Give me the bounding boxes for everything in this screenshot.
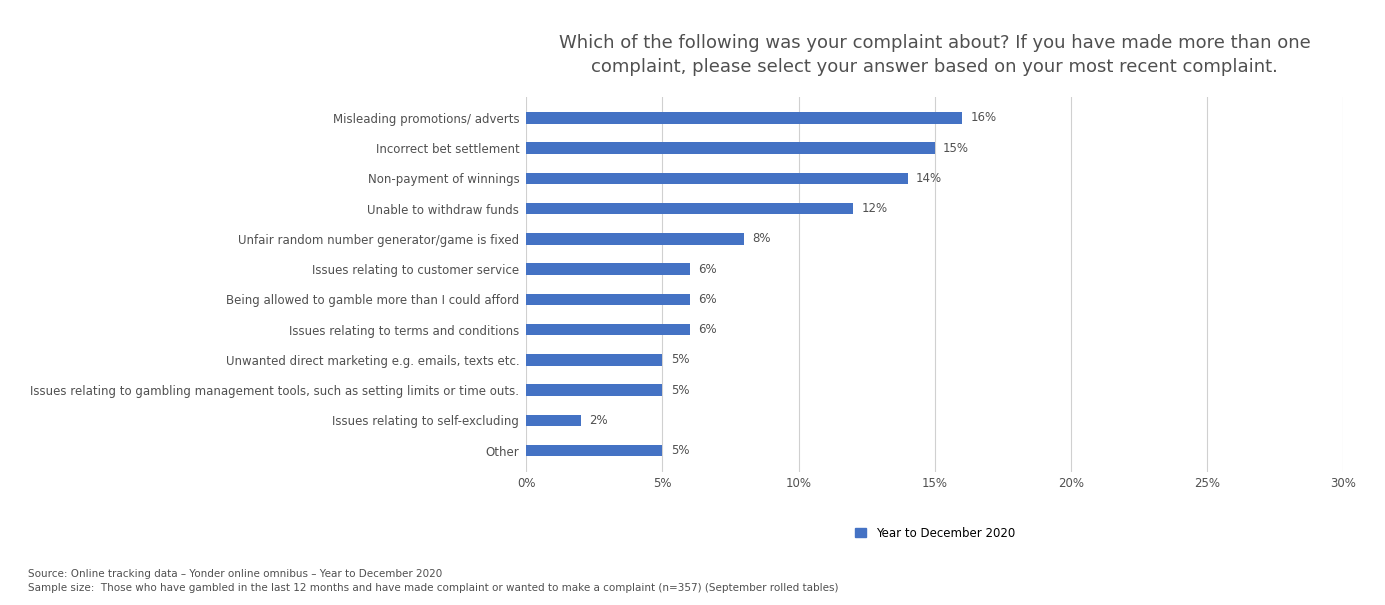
Bar	[526, 173, 907, 184]
Bar	[526, 293, 690, 305]
Bar	[526, 264, 690, 275]
Text: 5%: 5%	[670, 384, 690, 397]
Text: 5%: 5%	[670, 444, 690, 457]
Bar	[526, 142, 935, 154]
Text: 6%: 6%	[698, 263, 716, 276]
Text: 6%: 6%	[698, 323, 716, 336]
Bar	[526, 324, 690, 335]
Bar	[526, 415, 580, 426]
Bar	[526, 112, 963, 123]
Text: 12%: 12%	[861, 202, 888, 215]
Text: 6%: 6%	[698, 293, 716, 306]
Legend: Year to December 2020: Year to December 2020	[855, 526, 1015, 540]
Text: 14%: 14%	[915, 172, 942, 185]
Bar	[526, 445, 662, 456]
Text: 8%: 8%	[752, 232, 771, 246]
Text: 16%: 16%	[971, 111, 996, 125]
Bar	[526, 233, 744, 244]
Text: 2%: 2%	[589, 414, 608, 427]
Text: 5%: 5%	[670, 353, 690, 367]
Text: Source: Online tracking data – Yonder online omnibus – Year to December 2020
Sam: Source: Online tracking data – Yonder on…	[28, 569, 838, 593]
Bar	[526, 385, 662, 396]
Bar	[526, 354, 662, 365]
Bar	[526, 203, 853, 214]
Text: 15%: 15%	[943, 142, 969, 155]
Title: Which of the following was your complaint about? If you have made more than one
: Which of the following was your complain…	[560, 34, 1310, 76]
